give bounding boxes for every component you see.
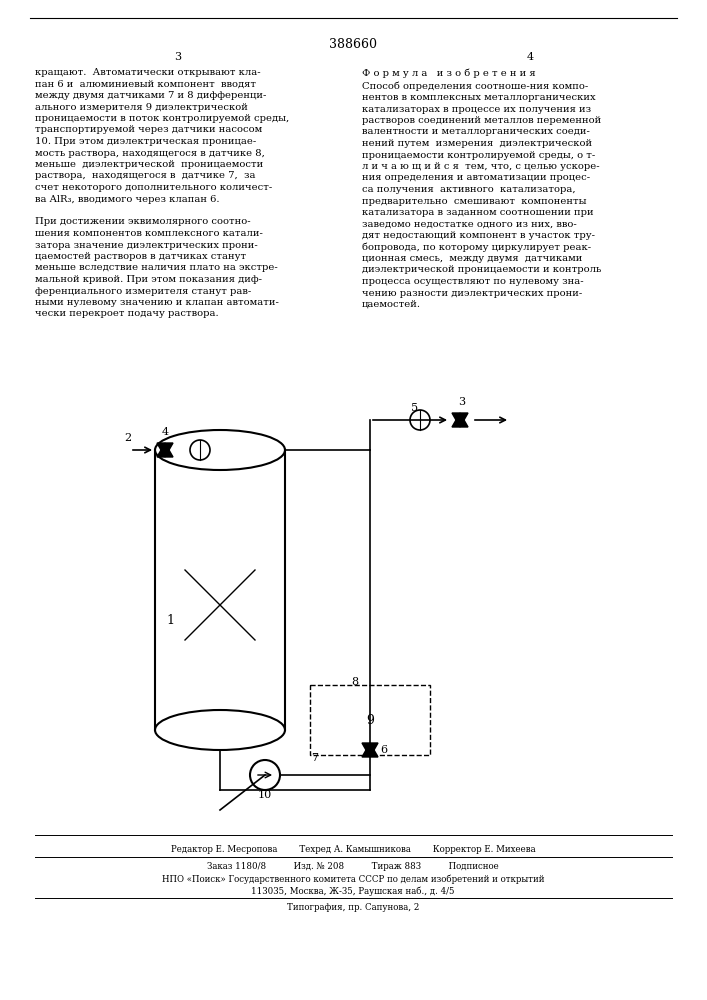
- Text: Ф о р м у л а   и з о б р е т е н и я: Ф о р м у л а и з о б р е т е н и я: [362, 68, 536, 78]
- Text: нентов в комплексных металлорганических: нентов в комплексных металлорганических: [362, 93, 595, 102]
- Text: 388660: 388660: [329, 38, 378, 51]
- Text: мальной кривой. При этом показания диф-: мальной кривой. При этом показания диф-: [35, 275, 262, 284]
- Polygon shape: [362, 743, 378, 757]
- Text: нений путем  измерения  диэлектрической: нений путем измерения диэлектрической: [362, 139, 592, 148]
- Text: кращают.  Автоматически открывают кла-: кращают. Автоматически открывают кла-: [35, 68, 261, 77]
- Text: катализаторах в процессе их получения из: катализаторах в процессе их получения из: [362, 104, 591, 113]
- Text: затора значение диэлектрических прони-: затора значение диэлектрических прони-: [35, 240, 258, 249]
- Text: са получения  активного  катализатора,: са получения активного катализатора,: [362, 185, 575, 194]
- Polygon shape: [157, 443, 173, 457]
- Bar: [310, 685, 430, 755]
- Text: счет некоторого дополнительного количест-: счет некоторого дополнительного количест…: [35, 183, 272, 192]
- Text: 8: 8: [351, 677, 358, 687]
- Text: 2: 2: [124, 433, 132, 443]
- Text: Редактор Е. Месропова        Техред А. Камышникова        Корректор Е. Михеева: Редактор Е. Месропова Техред А. Камышник…: [170, 845, 535, 854]
- Polygon shape: [452, 413, 468, 427]
- Text: 1: 1: [166, 613, 174, 626]
- Text: предварительно  смешивают  компоненты: предварительно смешивают компоненты: [362, 196, 587, 206]
- Text: ными нулевому значению и клапан автомати-: ными нулевому значению и клапан автомати…: [35, 298, 279, 307]
- Text: 4: 4: [161, 427, 168, 437]
- Text: 3: 3: [458, 397, 466, 407]
- Text: цаемостей.: цаемостей.: [362, 300, 421, 309]
- Text: При достижении эквимолярного соотно-: При достижении эквимолярного соотно-: [35, 218, 250, 227]
- Text: 10. При этом диэлектрическая проницае-: 10. При этом диэлектрическая проницае-: [35, 137, 256, 146]
- Text: 4: 4: [527, 52, 534, 62]
- Text: ференциального измерителя станут рав-: ференциального измерителя станут рав-: [35, 286, 251, 296]
- Text: 6: 6: [380, 745, 387, 755]
- Text: 3: 3: [175, 52, 182, 62]
- Text: дят недостающий компонент в участок тру-: дят недостающий компонент в участок тру-: [362, 231, 595, 240]
- Text: Типография, пр. Сапунова, 2: Типография, пр. Сапунова, 2: [287, 903, 419, 912]
- Text: 10: 10: [258, 790, 272, 800]
- Text: пан 6 и  алюминиевый компонент  вводят: пан 6 и алюминиевый компонент вводят: [35, 80, 256, 89]
- Polygon shape: [362, 743, 378, 757]
- Text: НПО «Поиск» Государственного комитета СССР по делам изобретений и открытий: НПО «Поиск» Государственного комитета СС…: [162, 874, 544, 884]
- Text: заведомо недостатке одного из них, вво-: заведомо недостатке одного из них, вво-: [362, 220, 577, 229]
- Text: валентности и металлорганических соеди-: валентности и металлорганических соеди-: [362, 127, 590, 136]
- Text: Способ определения соотноше-ния компо-: Способ определения соотноше-ния компо-: [362, 82, 588, 91]
- Text: меньше вследствие наличия плато на экстре-: меньше вследствие наличия плато на экстр…: [35, 263, 278, 272]
- Text: мость раствора, находящегося в датчике 8,: мость раствора, находящегося в датчике 8…: [35, 148, 265, 157]
- Text: между двумя датчиками 7 и 8 дифференци-: между двумя датчиками 7 и 8 дифференци-: [35, 91, 267, 100]
- Polygon shape: [157, 443, 173, 457]
- Text: ва AlR₃, вводимого через клапан 6.: ва AlR₃, вводимого через клапан 6.: [35, 194, 219, 204]
- Text: процесса осуществляют по нулевому зна-: процесса осуществляют по нулевому зна-: [362, 277, 583, 286]
- Text: меньше  диэлектрической  проницаемости: меньше диэлектрической проницаемости: [35, 160, 263, 169]
- Text: 7: 7: [312, 753, 318, 763]
- Text: 5: 5: [411, 403, 419, 413]
- Text: ния определения и автоматизации процес-: ния определения и автоматизации процес-: [362, 174, 590, 182]
- Text: чески перекроет подачу раствора.: чески перекроет подачу раствора.: [35, 310, 218, 318]
- Text: транспортируемой через датчики насосом: транспортируемой через датчики насосом: [35, 125, 262, 134]
- Text: цаемостей растворов в датчиках станут: цаемостей растворов в датчиках станут: [35, 252, 246, 261]
- Text: ального измерителя 9 диэлектрической: ального измерителя 9 диэлектрической: [35, 103, 248, 111]
- Text: 113035, Москва, Ж-35, Раушская наб., д. 4/5: 113035, Москва, Ж-35, Раушская наб., д. …: [251, 886, 455, 896]
- Text: проницаемости в поток контролируемой среды,: проницаемости в поток контролируемой сре…: [35, 114, 289, 123]
- Text: растворов соединений металлов переменной: растворов соединений металлов переменной: [362, 116, 601, 125]
- Text: раствора,  находящегося в  датчике 7,  за: раствора, находящегося в датчике 7, за: [35, 172, 255, 180]
- Text: л и ч а ю щ и й с я  тем, что, с целью ускоре-: л и ч а ю щ и й с я тем, что, с целью ус…: [362, 162, 600, 171]
- Polygon shape: [452, 413, 468, 427]
- Text: чению разности диэлектрических прони-: чению разности диэлектрических прони-: [362, 288, 583, 298]
- Text: шения компонентов комплексного катали-: шения компонентов комплексного катали-: [35, 229, 263, 238]
- Text: Заказ 1180/8          Изд. № 208          Тираж 883          Подписное: Заказ 1180/8 Изд. № 208 Тираж 883 Подпис…: [207, 862, 499, 871]
- Text: бопровода, по которому циркулирует реак-: бопровода, по которому циркулирует реак-: [362, 242, 591, 252]
- Text: катализатора в заданном соотношении при: катализатора в заданном соотношении при: [362, 208, 594, 217]
- Text: проницаемости контролируемой среды, о т-: проницаемости контролируемой среды, о т-: [362, 150, 595, 159]
- Text: 9: 9: [366, 714, 374, 726]
- Text: диэлектрической проницаемости и контроль: диэлектрической проницаемости и контроль: [362, 265, 602, 274]
- Text: ционная смесь,  между двумя  датчиками: ционная смесь, между двумя датчиками: [362, 254, 583, 263]
